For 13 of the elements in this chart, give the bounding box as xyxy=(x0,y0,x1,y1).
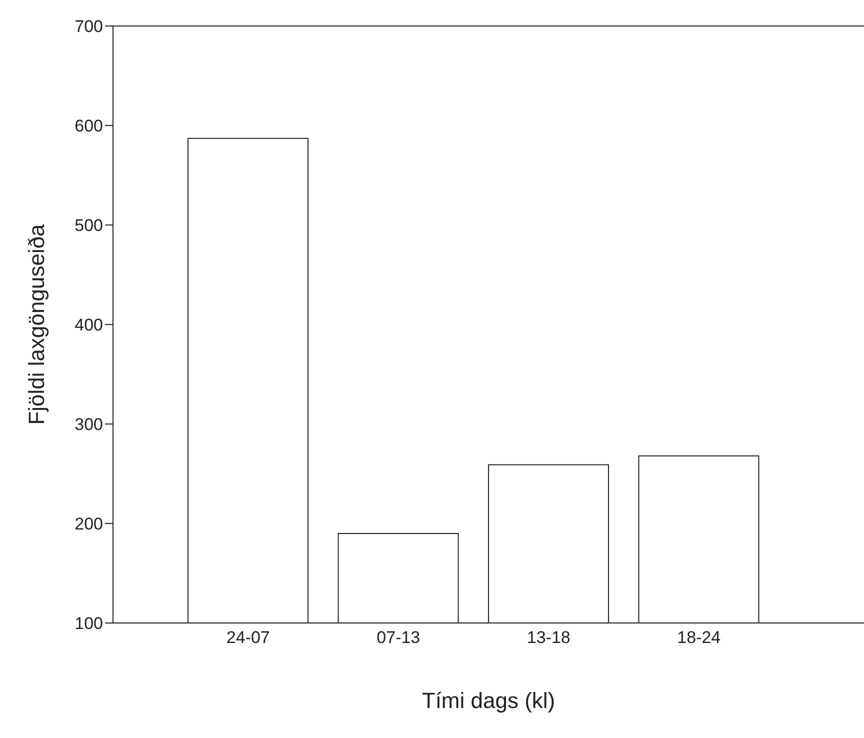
y-tick-label: 600 xyxy=(74,116,103,136)
y-tick-label: 400 xyxy=(74,316,103,335)
y-tick-label: 300 xyxy=(74,415,103,434)
y-axis-title: Fjöldi laxgönguseiða xyxy=(24,223,49,425)
x-tick-label: 07-13 xyxy=(376,628,420,648)
y-tick-label: 100 xyxy=(74,614,103,634)
y-tick-label: 500 xyxy=(74,216,103,236)
y-tick-label: 700 xyxy=(74,17,103,36)
x-tick-label: 18-24 xyxy=(677,628,721,648)
x-tick-label: 24-07 xyxy=(226,628,270,648)
x-tick-label: 13-18 xyxy=(526,628,570,648)
y-tick-label: 200 xyxy=(74,514,103,534)
x-axis-title: Tími dags (kl) xyxy=(422,688,556,713)
